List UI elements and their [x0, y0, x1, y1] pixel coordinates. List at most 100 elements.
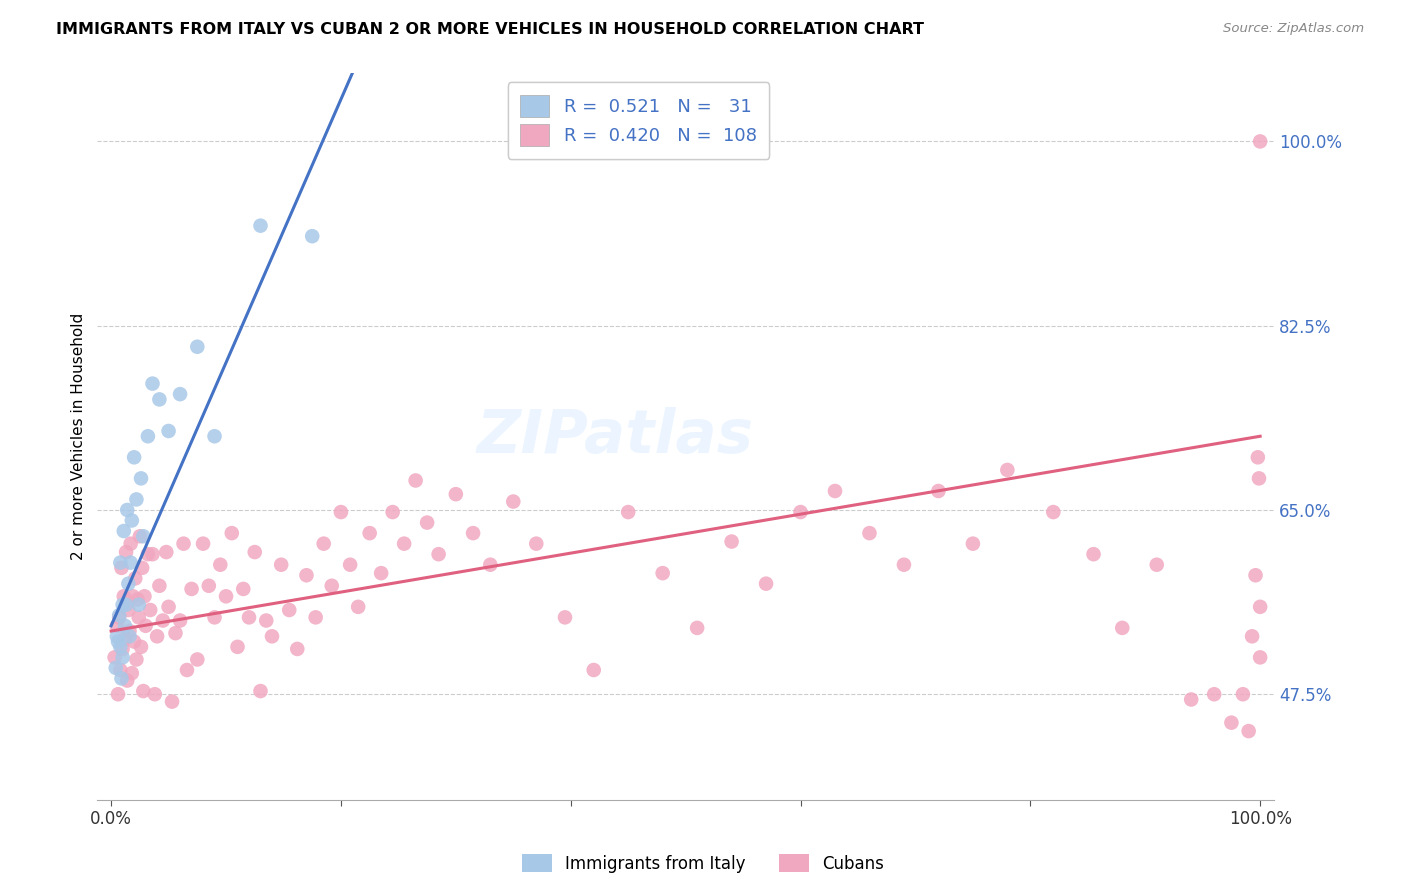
- Point: [117, 576, 139, 591]
- Point: [125, 652, 148, 666]
- Point: [143, 687, 166, 701]
- Point: [134, 589, 156, 603]
- Point: [112, 589, 135, 603]
- Point: [270, 558, 292, 572]
- Point: [115, 673, 138, 688]
- Point: [148, 579, 170, 593]
- Point: [209, 558, 232, 572]
- Point: [226, 640, 249, 654]
- Point: [285, 642, 308, 657]
- Point: [305, 610, 328, 624]
- Point: [1146, 558, 1168, 572]
- Point: [204, 429, 226, 443]
- Point: [146, 629, 169, 643]
- Point: [789, 505, 811, 519]
- Point: [120, 556, 142, 570]
- Point: [110, 663, 132, 677]
- Text: Source: ZipAtlas.com: Source: ZipAtlas.com: [1223, 22, 1364, 36]
- Point: [962, 536, 984, 550]
- Point: [1083, 547, 1105, 561]
- Point: [617, 505, 640, 519]
- Point: [114, 632, 136, 646]
- Point: [121, 666, 143, 681]
- Point: [105, 619, 128, 633]
- Point: [169, 387, 191, 401]
- Point: [524, 536, 547, 550]
- Point: [136, 429, 159, 443]
- Point: [165, 626, 187, 640]
- Point: [125, 492, 148, 507]
- Point: [131, 561, 153, 575]
- Point: [249, 684, 271, 698]
- Point: [301, 229, 323, 244]
- Point: [858, 526, 880, 541]
- Point: [129, 471, 152, 485]
- Point: [135, 619, 157, 633]
- Point: [132, 529, 155, 543]
- Point: [444, 487, 467, 501]
- Point: [1249, 650, 1271, 665]
- Point: [461, 526, 484, 541]
- Point: [321, 579, 343, 593]
- Point: [110, 640, 132, 654]
- Point: [128, 529, 150, 543]
- Point: [502, 494, 524, 508]
- Point: [995, 463, 1018, 477]
- Point: [114, 619, 136, 633]
- Point: [105, 629, 128, 643]
- Point: [339, 558, 361, 572]
- Legend: Immigrants from Italy, Cubans: Immigrants from Italy, Cubans: [515, 847, 891, 880]
- Point: [370, 566, 392, 581]
- Point: [1249, 599, 1271, 614]
- Point: [1237, 724, 1260, 739]
- Point: [1220, 715, 1243, 730]
- Point: [254, 614, 277, 628]
- Point: [260, 629, 283, 643]
- Point: [1042, 505, 1064, 519]
- Point: [295, 568, 318, 582]
- Point: [176, 663, 198, 677]
- Point: [148, 392, 170, 407]
- Point: [111, 642, 134, 657]
- Point: [115, 503, 138, 517]
- Point: [121, 514, 143, 528]
- Point: [1204, 687, 1226, 701]
- Point: [103, 650, 125, 665]
- Point: [157, 424, 180, 438]
- Point: [108, 608, 131, 623]
- Point: [141, 376, 163, 391]
- Point: [127, 592, 149, 607]
- Point: [132, 684, 155, 698]
- Point: [312, 536, 335, 550]
- Point: [122, 634, 145, 648]
- Y-axis label: 2 or more Vehicles in Household: 2 or more Vehicles in Household: [72, 312, 86, 560]
- Point: [927, 483, 949, 498]
- Text: ZIPatlas: ZIPatlas: [477, 407, 754, 466]
- Point: [118, 624, 141, 638]
- Point: [141, 547, 163, 561]
- Point: [107, 634, 129, 648]
- Point: [108, 610, 131, 624]
- Point: [392, 536, 415, 550]
- Point: [136, 547, 159, 561]
- Point: [124, 571, 146, 585]
- Text: IMMIGRANTS FROM ITALY VS CUBAN 2 OR MORE VEHICLES IN HOUSEHOLD CORRELATION CHART: IMMIGRANTS FROM ITALY VS CUBAN 2 OR MORE…: [56, 22, 924, 37]
- Point: [169, 614, 191, 628]
- Point: [427, 547, 450, 561]
- Point: [128, 610, 150, 624]
- Point: [1180, 692, 1202, 706]
- Point: [128, 598, 150, 612]
- Point: [1241, 629, 1264, 643]
- Point: [1111, 621, 1133, 635]
- Point: [157, 599, 180, 614]
- Point: [1232, 687, 1254, 701]
- Point: [278, 603, 301, 617]
- Point: [139, 603, 162, 617]
- Point: [416, 516, 439, 530]
- Point: [347, 599, 370, 614]
- Point: [110, 672, 132, 686]
- Point: [651, 566, 673, 581]
- Point: [1244, 568, 1267, 582]
- Point: [180, 582, 202, 596]
- Point: [720, 534, 742, 549]
